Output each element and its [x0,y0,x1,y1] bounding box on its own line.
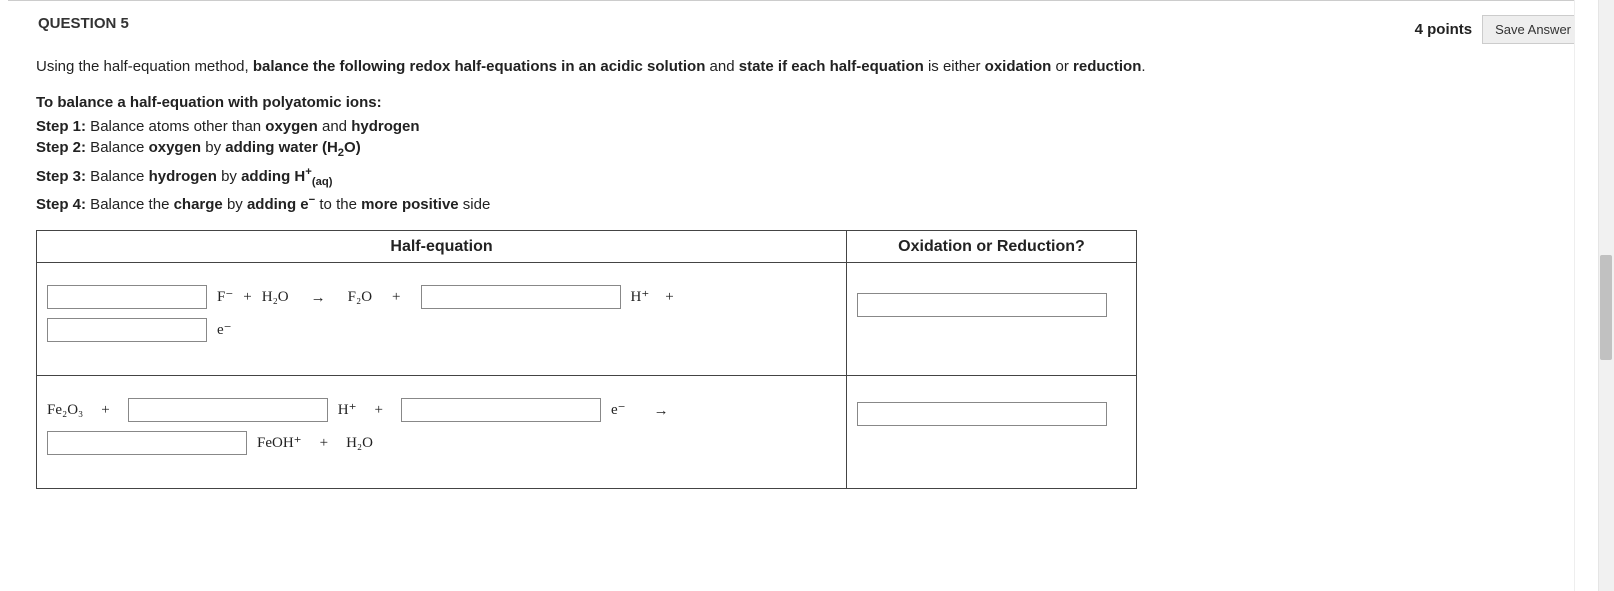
txt: Using the half-equation method, [36,58,253,75]
equation-2b: FeOH⁺ + H₂O [47,427,836,460]
txt: by [223,196,247,213]
save-answer-button[interactable]: Save Answer [1482,15,1584,44]
txt: Balance the [86,196,174,213]
txt: side [459,196,491,213]
txt-bold: Step 2: [36,139,86,156]
arrow-icon: → [311,281,326,314]
species-fe2o3: Fe₂O₃ [47,394,83,427]
txt: by [201,139,225,156]
plus-icon: + [243,281,251,314]
txt-bold: oxygen [265,118,318,135]
txt: to the [315,196,361,213]
txt-bold: To balance a half-equation with polyatom… [36,94,382,111]
blank-input[interactable] [47,318,207,342]
txt-bold: oxygen [149,139,202,156]
blank-input[interactable] [128,398,328,422]
txt-bold: hydrogen [149,168,217,185]
txt: Balance atoms other than [86,118,265,135]
species-feoh-plus: FeOH⁺ [257,427,302,460]
txt-bold: Step 4: [36,196,86,213]
step-3: Step 3: Balance hydrogen by adding H+(aq… [36,164,1188,190]
arrow-icon: → [654,394,669,427]
half-equation-table: Half-equation Oxidation or Reduction? F⁻… [36,230,1137,489]
plus-icon: + [665,281,673,314]
txt: and [318,118,351,135]
table-row: Fe₂O₃ + H⁺ + e⁻ → FeOH⁺ [37,375,1137,488]
question-header: QUESTION 5 4 points Save Answer [8,1,1596,48]
steps-heading: To balance a half-equation with polyatom… [36,92,1188,114]
txt-bold: Step 3: [36,168,86,185]
blank-input[interactable] [47,431,247,455]
plus-icon: + [392,281,400,314]
table-row: F⁻ + H₂O → F₂O + H⁺ + [37,262,1137,375]
species-h2o: H₂O [346,427,373,460]
ox-red-input[interactable] [857,402,1107,426]
scroll-gutter [1574,0,1596,591]
species-e-minus: e⁻ [611,394,626,427]
txt-bold: charge [174,196,223,213]
txt-bold: Step 1: [36,118,86,135]
txt: Balance [86,139,149,156]
plus-icon: + [320,427,328,460]
txt-bold: O) [344,139,361,156]
col-half-equation: Half-equation [37,230,847,262]
species-h-plus: H⁺ [338,394,357,427]
prompt-line-1: Using the half-equation method, balance … [36,56,1188,78]
equation-1b: e⁻ [47,314,836,347]
txt: . [1141,58,1145,75]
species-f-minus: F⁻ [217,281,233,314]
plus-icon: + [101,394,109,427]
equation-2: Fe₂O₃ + H⁺ + e⁻ → [47,394,836,427]
scrollbar-thumb[interactable] [1600,255,1612,360]
txt-bold: state if each half-equation [739,58,924,75]
question-number: QUESTION 5 [38,15,129,32]
txt-bold: reduction [1073,58,1141,75]
equation-1: F⁻ + H₂O → F₂O + H⁺ + [47,281,836,314]
txt-bold: hydrogen [351,118,419,135]
blank-input[interactable] [47,285,207,309]
txt-bold: adding e [247,196,309,213]
txt: is either [924,58,985,75]
txt-bold: balance the following redox half-equatio… [253,58,706,75]
txt-bold: more positive [361,196,459,213]
txt: and [705,58,738,75]
step-4: Step 4: Balance the charge by adding e− … [36,192,1188,216]
txt: Balance [86,168,149,185]
scrollbar-track[interactable] [1598,0,1614,591]
species-e-minus: e⁻ [217,314,232,347]
blank-input[interactable] [401,398,601,422]
question-body: Using the half-equation method, balance … [8,48,1208,489]
txt-bold: oxidation [985,58,1052,75]
species-h2o: H₂O [262,281,289,314]
txt-bold: (aq) [312,176,333,188]
col-ox-red: Oxidation or Reduction? [847,230,1137,262]
step-1: Step 1: Balance atoms other than oxygen … [36,116,1188,138]
question-frame: QUESTION 5 4 points Save Answer Using th… [0,0,1614,591]
txt: by [217,168,241,185]
species-h-plus: H⁺ [631,281,650,314]
ox-red-input[interactable] [857,293,1107,317]
species-f2o: F₂O [348,281,372,314]
plus-icon: + [375,394,383,427]
points-label: 4 points [1415,21,1473,38]
step-2: Step 2: Balance oxygen by adding water (… [36,137,1188,161]
txt-bold: adding H [241,168,305,185]
txt-bold: adding water (H [225,139,338,156]
blank-input[interactable] [421,285,621,309]
txt-sup: + [305,166,312,178]
txt: or [1051,58,1073,75]
